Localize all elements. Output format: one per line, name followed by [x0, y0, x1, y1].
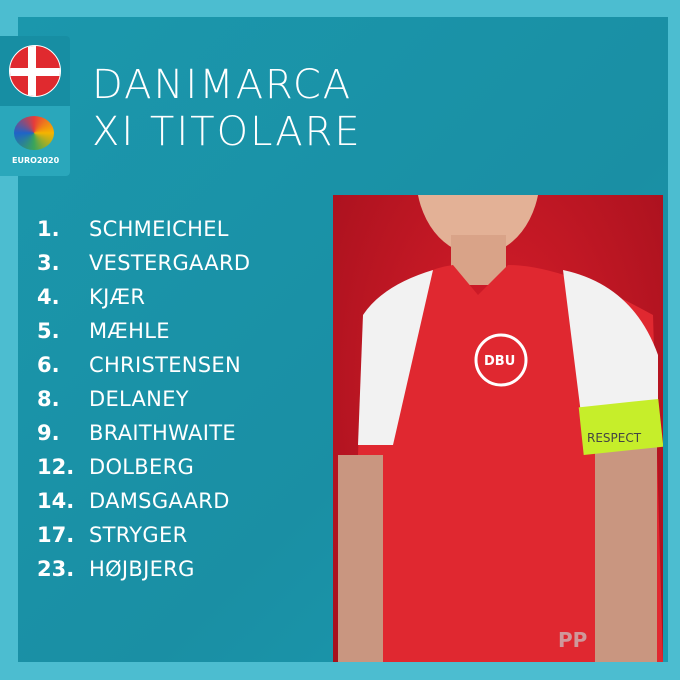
list-item: 1. SCHMEICHEL	[37, 217, 229, 241]
armband-text: RESPECT	[587, 431, 642, 445]
page-title: DANIMARCA XI TITOLARE	[92, 62, 362, 156]
list-item: 8. DELANEY	[37, 387, 189, 411]
svg-text:DBU: DBU	[484, 354, 515, 369]
list-item: 17. STRYGER	[37, 523, 188, 547]
watermark: PP	[558, 628, 588, 652]
list-item: 14. DAMSGAARD	[37, 489, 230, 513]
player-photo: RESPECT DBU	[333, 195, 663, 662]
euro2020-logo-text: EURO2020	[12, 156, 60, 165]
list-item: 4. KJÆR	[37, 285, 146, 309]
player-head	[417, 195, 539, 255]
list-item: 9. BRAITHWAITE	[37, 421, 236, 445]
denmark-flag-icon	[9, 45, 61, 97]
list-item: 23. HØJBJERG	[37, 557, 195, 581]
list-item: 12. DOLBERG	[37, 455, 195, 479]
title-line-2: XI TITOLARE	[92, 109, 362, 155]
dbu-crest-icon	[474, 333, 528, 387]
list-item: 5. MÆHLE	[37, 319, 170, 343]
euro2020-logo-icon	[14, 116, 54, 150]
title-line-1: DANIMARCA	[92, 62, 353, 108]
lineup-list: 1. SCHMEICHEL 3. VESTERGAARD 4. KJÆR 5. MÆHL…	[37, 217, 250, 591]
list-item: 3. VESTERGAARD	[37, 251, 251, 275]
list-item: 6. CHRISTENSEN	[37, 353, 241, 377]
captain-armband	[578, 398, 663, 456]
